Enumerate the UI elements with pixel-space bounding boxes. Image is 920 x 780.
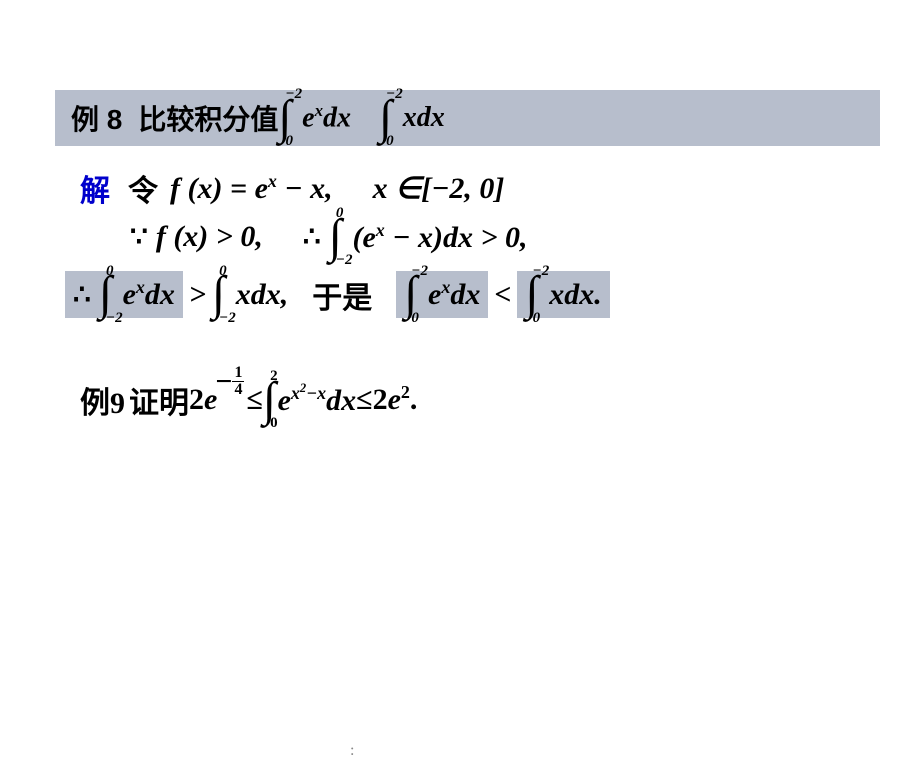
int-upper: −2 [533, 264, 550, 279]
because-icon: ∵ [130, 220, 148, 254]
example8-integral1: ∫ −2 0 exdx [278, 99, 351, 137]
integrand: exdx [428, 277, 480, 312]
le-sign-1: ≤ [246, 383, 262, 417]
highlight-box-2: ∫ −2 0 exdx [396, 271, 488, 317]
int-lower: −2 [336, 253, 353, 268]
integral-sign: ∫ [404, 275, 417, 313]
exp-frac: −14 [215, 365, 244, 399]
integral-sign: ∫ [278, 99, 291, 137]
integral-sign: ∫ [379, 99, 392, 137]
int-lower: 0 [411, 311, 428, 326]
gt-sign: > [189, 278, 206, 312]
int-lower: 0 [533, 311, 550, 326]
function-def: f (x) = ex − x, [170, 171, 333, 206]
line3-int2: ∫ 0 −2 xdx, [212, 275, 288, 313]
integrand: xdx, [236, 278, 289, 312]
line2-integral: ∫ 0 −2 (ex − x)dx > 0, [329, 218, 528, 256]
integrand: xdx. [549, 278, 602, 312]
int-upper: −2 [286, 87, 303, 102]
int-lower: −2 [219, 311, 236, 326]
integrand: exdx [302, 101, 351, 134]
integral-sign: ∫ [263, 381, 276, 419]
solution-line2: ∵ f (x) > 0, ∴ ∫ 0 −2 (ex − x)dx > 0, [130, 218, 880, 256]
therefore-icon: ∴ [73, 278, 91, 312]
example8-label: 例 8 [71, 98, 122, 138]
yushi-text: 于是 [312, 273, 372, 317]
int-lower: 0 [286, 134, 303, 149]
example8-prefix: 比较积分值 [138, 98, 278, 138]
example9-integral: ∫ 2 0 ex2−xdx [263, 381, 356, 419]
int-upper: −2 [411, 264, 428, 279]
because-expr: f (x) > 0, [156, 220, 263, 254]
highlight-box-3: ∫ −2 0 xdx. [517, 271, 609, 317]
example9-line: 例9 证明 2e−14 ≤ ∫ 2 0 ex2−xdx ≤ 2e2 . [80, 378, 880, 422]
therefore-icon: ∴ [303, 220, 321, 254]
lhs: 2e−14 [189, 383, 246, 417]
int-upper: 0 [336, 206, 353, 221]
footer-mark: : [350, 742, 354, 760]
rhs: 2e2 [373, 382, 410, 417]
integral-sign: ∫ [525, 275, 538, 313]
integrand: (ex − x)dx > 0, [352, 220, 527, 255]
integral-sign: ∫ [212, 275, 225, 313]
le-sign-2: ≤ [356, 383, 372, 417]
integrand: xdx [403, 102, 445, 134]
int-upper: 0 [219, 264, 236, 279]
highlight-box-1: ∴ ∫ 0 −2 exdx [65, 271, 183, 317]
example9-label: 例9 [80, 378, 125, 422]
solution-line1: 解 令 f (x) = ex − x, x ∈[−2, 0] [80, 166, 880, 210]
line3-int3: ∫ −2 0 exdx [404, 275, 480, 313]
example8-integral2: ∫ −2 0 xdx [379, 99, 445, 137]
integrand: exdx [123, 277, 175, 312]
let-text: 令 [128, 166, 158, 210]
int-lower: −2 [106, 311, 123, 326]
prove-text: 证明 [129, 378, 189, 422]
example8-header: 例 8 比较积分值 ∫ −2 0 exdx ∫ −2 0 xdx [55, 90, 880, 146]
line3-int1: ∫ 0 −2 exdx [99, 275, 175, 313]
solution-line3: ∴ ∫ 0 −2 exdx > ∫ 0 −2 xdx, 于是 ∫ −2 0 [65, 271, 880, 317]
int-lower: 0 [270, 416, 278, 431]
integral-sign: ∫ [99, 275, 112, 313]
integral-sign: ∫ [329, 218, 342, 256]
int-upper: 2 [270, 369, 278, 384]
int-upper: 0 [106, 264, 123, 279]
int-upper: −2 [386, 87, 403, 102]
solution-label: 解 [80, 166, 110, 210]
lt-sign: < [494, 278, 511, 312]
line3-int4: ∫ −2 0 xdx. [525, 275, 601, 313]
integrand: ex2−xdx [278, 381, 357, 418]
domain: x ∈[−2, 0] [373, 171, 505, 206]
period: . [410, 383, 418, 417]
int-lower: 0 [386, 134, 403, 149]
